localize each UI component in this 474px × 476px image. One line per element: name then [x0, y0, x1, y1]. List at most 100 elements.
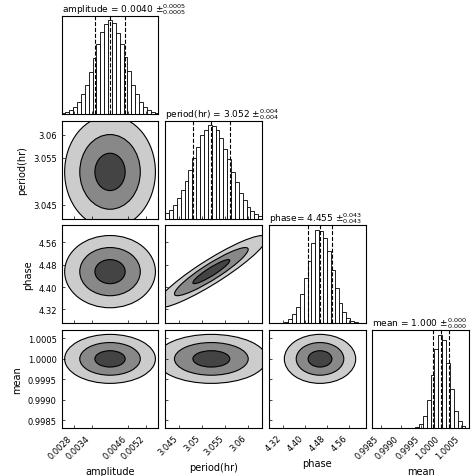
Bar [77, 103, 81, 114]
Bar [258, 216, 262, 219]
Bar [284, 322, 288, 324]
Bar [116, 33, 120, 114]
Ellipse shape [95, 154, 125, 191]
Bar [350, 321, 354, 324]
Bar [85, 86, 89, 114]
Bar [358, 323, 362, 324]
X-axis label: mean: mean [407, 466, 435, 476]
Bar [311, 244, 315, 324]
Bar [239, 193, 243, 219]
Bar [81, 95, 85, 114]
Bar [65, 113, 69, 114]
Bar [177, 199, 181, 219]
Bar [219, 139, 223, 219]
Ellipse shape [308, 351, 332, 367]
Ellipse shape [80, 248, 140, 296]
Bar [288, 319, 292, 324]
X-axis label: amplitude: amplitude [85, 466, 135, 476]
Bar [165, 214, 169, 219]
Bar [128, 72, 131, 114]
Ellipse shape [174, 248, 248, 296]
Text: period(hr) = 3.052 $\pm^{0.004}_{0.004}$: period(hr) = 3.052 $\pm^{0.004}_{0.004}$ [165, 107, 280, 121]
Bar [438, 335, 442, 428]
Bar [92, 59, 97, 114]
Bar [243, 200, 246, 219]
Bar [192, 159, 196, 219]
Bar [124, 58, 128, 114]
Bar [315, 230, 319, 324]
Text: phase= 4.455 $\pm^{0.043}_{0.043}$: phase= 4.455 $\pm^{0.043}_{0.043}$ [269, 211, 362, 226]
Text: amplitude = 0.0040 $\pm^{0.0005}_{0.0005}$: amplitude = 0.0040 $\pm^{0.0005}_{0.0005… [62, 2, 186, 17]
Bar [231, 173, 235, 219]
Bar [212, 126, 216, 219]
Ellipse shape [284, 335, 356, 384]
Bar [139, 103, 143, 114]
Bar [143, 108, 147, 114]
Bar [450, 389, 454, 428]
Bar [304, 278, 308, 324]
Bar [204, 130, 208, 219]
Bar [151, 113, 155, 114]
Bar [292, 315, 296, 324]
Bar [173, 206, 177, 219]
Bar [423, 416, 427, 428]
Bar [442, 341, 446, 428]
Bar [73, 108, 77, 114]
Ellipse shape [95, 260, 125, 284]
Bar [235, 183, 239, 219]
Y-axis label: phase: phase [23, 260, 33, 289]
Bar [112, 24, 116, 114]
Bar [296, 307, 300, 324]
Ellipse shape [64, 335, 155, 384]
Bar [223, 149, 227, 219]
Bar [327, 252, 331, 324]
Bar [196, 147, 200, 219]
Bar [457, 421, 462, 428]
Bar [331, 271, 335, 324]
Bar [89, 73, 92, 114]
Bar [354, 323, 358, 324]
Bar [430, 375, 434, 428]
Bar [434, 349, 438, 428]
Bar [216, 130, 219, 219]
Bar [342, 312, 346, 324]
Bar [323, 239, 327, 324]
Bar [147, 111, 151, 114]
Bar [108, 21, 112, 114]
Bar [255, 214, 258, 219]
Bar [246, 208, 250, 219]
Ellipse shape [80, 135, 140, 210]
Bar [338, 303, 342, 324]
Ellipse shape [193, 260, 230, 284]
Bar [131, 86, 135, 114]
Ellipse shape [64, 236, 155, 308]
Text: mean = 1.000 $\pm^{0.000}_{0.000}$: mean = 1.000 $\pm^{0.000}_{0.000}$ [373, 316, 467, 331]
X-axis label: period(hr): period(hr) [189, 462, 238, 472]
Bar [462, 426, 465, 428]
Bar [300, 295, 304, 324]
Bar [308, 261, 311, 324]
Bar [200, 136, 204, 219]
Bar [419, 424, 423, 428]
Bar [227, 159, 231, 219]
Bar [415, 427, 419, 428]
Bar [346, 318, 350, 324]
Bar [135, 95, 139, 114]
Bar [181, 191, 184, 219]
Bar [184, 181, 189, 219]
Bar [97, 45, 100, 114]
Ellipse shape [80, 343, 140, 376]
Bar [208, 126, 212, 219]
Ellipse shape [193, 351, 230, 367]
Bar [169, 210, 173, 219]
Bar [189, 171, 192, 219]
Y-axis label: period(hr): period(hr) [18, 146, 27, 195]
Bar [446, 363, 450, 428]
X-axis label: phase: phase [302, 458, 332, 468]
Bar [104, 25, 108, 114]
Bar [427, 400, 430, 428]
Bar [120, 45, 124, 114]
Ellipse shape [156, 236, 267, 308]
Bar [281, 323, 284, 324]
Bar [69, 111, 73, 114]
